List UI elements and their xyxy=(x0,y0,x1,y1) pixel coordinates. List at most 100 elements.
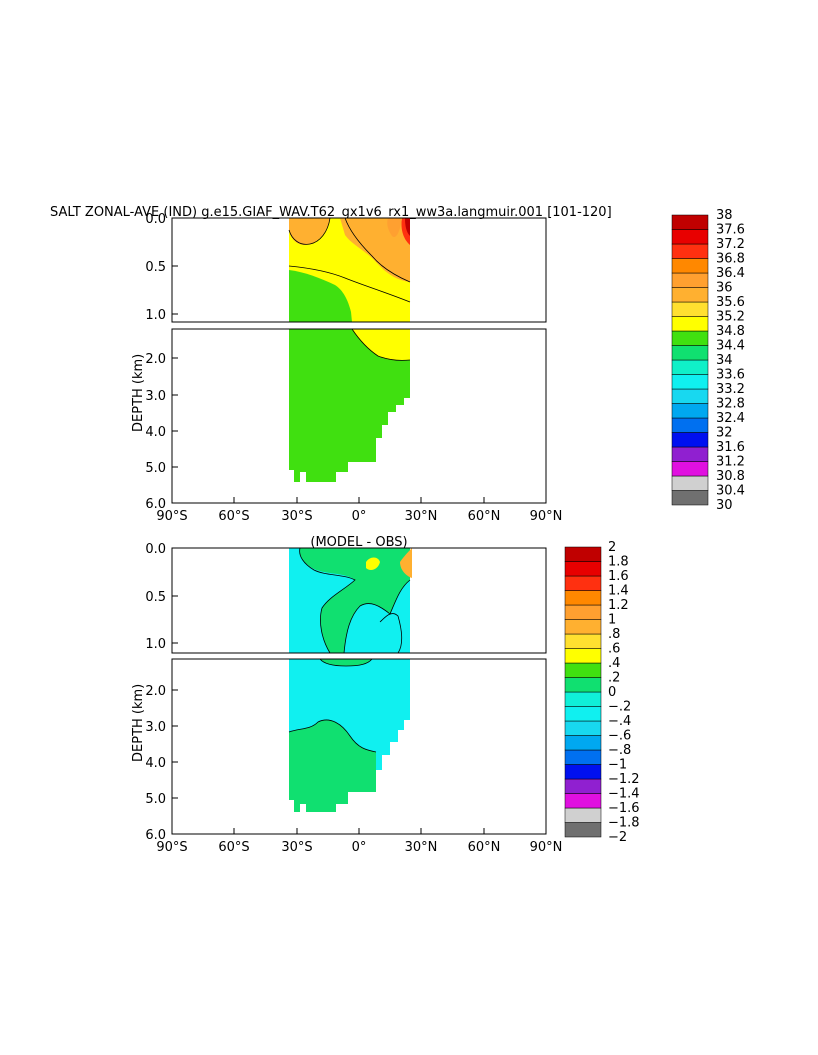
colorbar-label: 32.8 xyxy=(716,397,745,412)
colorbar-label: .8 xyxy=(608,627,620,642)
colorbar-label: 1.2 xyxy=(608,598,629,613)
salt-y-axis: 0.0 0.5 1.0 2.0 3.0 4.0 5.0 6.0 xyxy=(145,212,178,512)
colorbar-label: 33.6 xyxy=(716,368,745,383)
y-tick-label: 1.0 xyxy=(145,637,166,652)
colorbar-label: 2 xyxy=(608,540,616,555)
y-tick-label: 2.0 xyxy=(145,684,166,699)
colorbar-swatch xyxy=(671,475,709,491)
diff-contour xyxy=(343,579,411,654)
x-tick-label: 60°N xyxy=(468,840,501,855)
colorbar-swatch xyxy=(564,706,602,722)
colorbar-swatch xyxy=(671,272,709,288)
colorbar-swatch xyxy=(564,633,602,649)
colorbar-label: 31.2 xyxy=(716,455,745,470)
colorbar-label: 30.4 xyxy=(716,484,745,499)
colorbar-swatch xyxy=(671,243,709,259)
x-tick-label: 0° xyxy=(352,840,367,855)
salt-orange-region-sw xyxy=(289,218,330,245)
colorbar-swatch xyxy=(671,461,709,477)
diff-upper-frame xyxy=(171,547,547,654)
colorbar-swatch xyxy=(564,677,602,693)
colorbar-label: 37.6 xyxy=(716,223,745,238)
colorbar-swatch xyxy=(564,807,602,823)
colorbar-label: 34 xyxy=(716,353,733,368)
colorbar-label: 37.2 xyxy=(716,237,745,252)
diff-contour xyxy=(319,658,373,667)
x-tick-label: 90°S xyxy=(156,840,187,855)
colorbar-swatch xyxy=(671,229,709,245)
colorbar-swatch xyxy=(564,648,602,664)
chart-title: SALT ZONAL-AVE (IND) g.e15.GIAF_WAV.T62_… xyxy=(50,205,612,220)
y-axis-label: DEPTH (km) xyxy=(131,354,146,432)
salt-contour xyxy=(351,328,411,361)
colorbar-label: 32.4 xyxy=(716,411,745,426)
diff-upper-field xyxy=(289,547,412,654)
colorbar-swatch xyxy=(671,417,709,433)
colorbar-swatch xyxy=(671,388,709,404)
y-tick-label: 0.0 xyxy=(145,542,166,557)
colorbar-swatch xyxy=(564,793,602,809)
colorbar-label: −.4 xyxy=(608,714,631,729)
colorbar-label: 0 xyxy=(608,685,616,700)
diff-contour xyxy=(299,547,356,654)
colorbar-label: 35.2 xyxy=(716,310,745,325)
salt-panel: 0.0 0.5 1.0 2.0 3.0 4.0 5.0 6.0 DEPTH (k… xyxy=(131,208,745,524)
colorbar-swatch xyxy=(564,749,602,765)
colorbar-label: −1.8 xyxy=(608,816,640,831)
colorbar-label: .2 xyxy=(608,671,620,686)
y-tick-label: 4.0 xyxy=(145,425,166,440)
colorbar-label: 36 xyxy=(716,281,733,296)
colorbar-swatch xyxy=(564,735,602,751)
colorbar-swatch xyxy=(671,446,709,462)
salt-green-region xyxy=(289,270,352,322)
y-tick-label: 6.0 xyxy=(145,828,166,843)
x-tick-label: 60°N xyxy=(468,509,501,524)
colorbar-label: 36.8 xyxy=(716,252,745,267)
diff-y-axis: 0.0 0.5 1.0 2.0 3.0 4.0 5.0 6.0 xyxy=(145,542,178,843)
diff-colorbar: −2−1.8−1.6−1.4−1.2−1−.8−.6−.4−.20.2.4.6.… xyxy=(564,540,640,845)
colorbar-label: 1.6 xyxy=(608,569,629,584)
colorbar-label: −.6 xyxy=(608,729,631,744)
y-tick-label: 3.0 xyxy=(145,720,166,735)
x-tick-label: 90°N xyxy=(530,840,563,855)
x-tick-label: 30°S xyxy=(281,509,312,524)
colorbar-swatch xyxy=(564,619,602,635)
colorbar-label: −.8 xyxy=(608,743,631,758)
x-tick-label: 30°S xyxy=(281,840,312,855)
colorbar-label: −2 xyxy=(608,830,627,845)
salt-upper-frame xyxy=(171,217,547,323)
colorbar-swatch xyxy=(564,691,602,707)
colorbar-label: 32 xyxy=(716,426,733,441)
colorbar-label: −1 xyxy=(608,758,627,773)
y-tick-label: 6.0 xyxy=(145,497,166,512)
colorbar-label: 34.8 xyxy=(716,324,745,339)
diff-yellow-region xyxy=(366,557,380,570)
colorbar-label: 31.6 xyxy=(716,440,745,455)
colorbar-label: −1.2 xyxy=(608,772,640,787)
y-tick-label: 0.5 xyxy=(145,590,166,605)
salt-x-axis: 90°S 60°S 30°S 0° 30°N 60°N 90°N xyxy=(156,497,562,524)
colorbar-swatch xyxy=(564,662,602,678)
panel-subtitle: (MODEL - OBS) xyxy=(310,535,407,550)
colorbar-label: 1.8 xyxy=(608,555,629,570)
diff-cyan-region-inner xyxy=(376,613,402,653)
diff-contour xyxy=(288,719,377,753)
diff-contour xyxy=(379,613,403,654)
salt-upper-field xyxy=(288,217,411,322)
colorbar-swatch xyxy=(671,359,709,375)
colorbar-swatch xyxy=(671,301,709,317)
colorbar-swatch xyxy=(671,316,709,332)
diff-green-region xyxy=(299,548,410,653)
x-tick-label: 60°S xyxy=(218,509,249,524)
x-tick-label: 30°N xyxy=(405,840,438,855)
y-tick-label: 0.5 xyxy=(145,260,166,275)
colorbar-swatch xyxy=(564,822,602,838)
colorbar-label: .4 xyxy=(608,656,620,671)
diff-green-top xyxy=(320,659,372,666)
y-tick-label: 5.0 xyxy=(145,792,166,807)
y-tick-label: 5.0 xyxy=(145,461,166,476)
y-tick-label: 0.0 xyxy=(145,212,166,227)
salt-lower-field xyxy=(289,328,411,482)
colorbar-label: 34.4 xyxy=(716,339,745,354)
